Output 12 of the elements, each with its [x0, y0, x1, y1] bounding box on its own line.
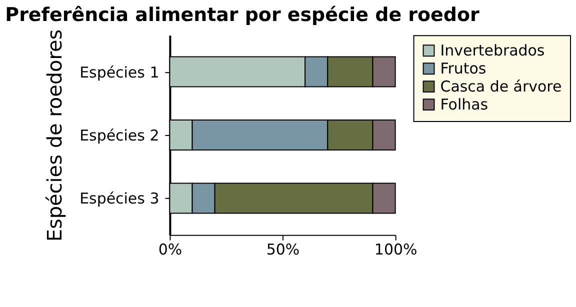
- y-tick-label: Espécies 3: [80, 190, 160, 208]
- x-tick-label: 100%: [374, 240, 418, 258]
- legend-label: Casca de árvore: [440, 78, 562, 96]
- y-tick-label: Espécies 1: [80, 63, 160, 82]
- y-tick-label: Espécies 2: [80, 126, 160, 144]
- x-tick-label: 50%: [266, 240, 300, 258]
- chart-title: Preferência alimentar por espécie de roedor: [5, 4, 480, 26]
- legend-label: Folhas: [440, 96, 488, 114]
- x-tick-label: 0%: [158, 240, 182, 258]
- legend-label: Invertebrados: [440, 42, 545, 60]
- legend-label: Frutos: [440, 60, 486, 78]
- y-axis-title: Espécies de roedores: [42, 29, 67, 242]
